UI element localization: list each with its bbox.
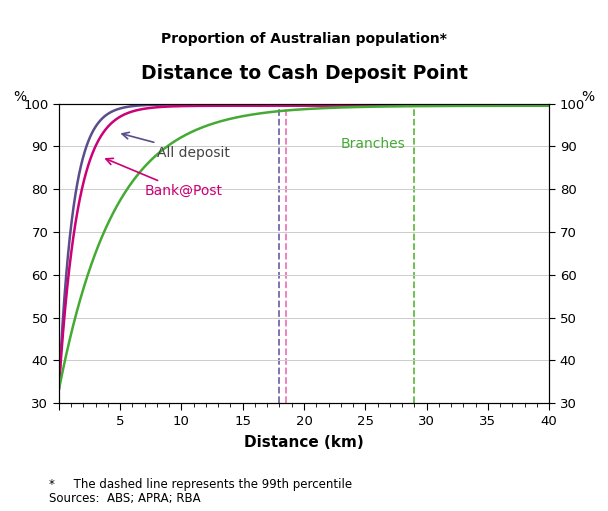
X-axis label: Distance (km): Distance (km) <box>244 435 364 450</box>
Text: Proportion of Australian population*: Proportion of Australian population* <box>161 32 447 47</box>
Text: Sources:  ABS; APRA; RBA: Sources: ABS; APRA; RBA <box>49 492 200 504</box>
Text: Branches: Branches <box>341 137 406 151</box>
Text: All deposit: All deposit <box>122 132 230 160</box>
Text: %: % <box>14 89 27 104</box>
Text: %: % <box>581 89 594 104</box>
Text: *     The dashed line represents the 99th percentile: * The dashed line represents the 99th pe… <box>49 478 352 491</box>
Text: Bank@Post: Bank@Post <box>106 158 223 198</box>
Title: Distance to Cash Deposit Point: Distance to Cash Deposit Point <box>140 63 468 83</box>
